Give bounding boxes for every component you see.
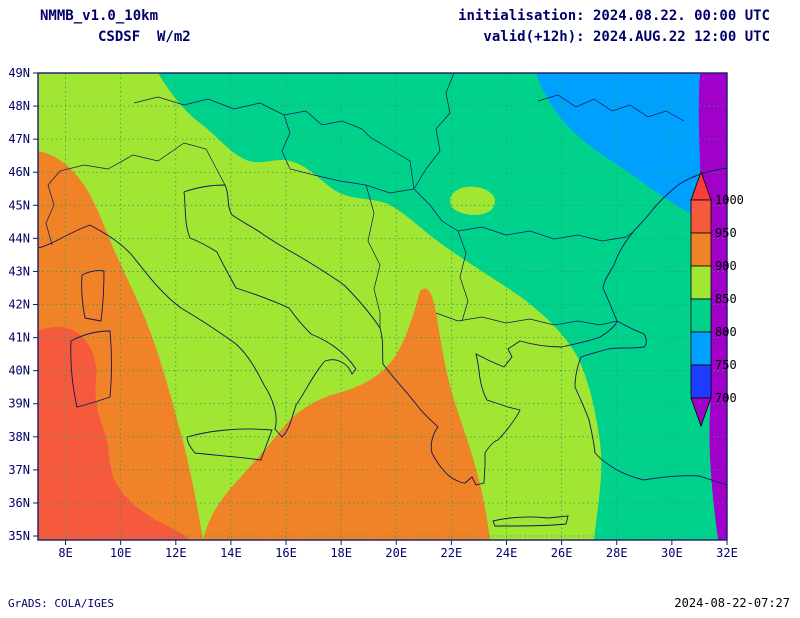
colorbar-label: 950 bbox=[715, 226, 737, 240]
lon-tick-label: 20E bbox=[385, 546, 407, 560]
lat-tick-label: 41N bbox=[8, 331, 30, 345]
lon-tick-label: 32E bbox=[716, 546, 738, 560]
field-region-northeast-green bbox=[158, 73, 727, 540]
lon-tick-label: 18E bbox=[330, 546, 352, 560]
lon-tick-label: 22E bbox=[441, 546, 463, 560]
colorbar-label: 850 bbox=[715, 292, 737, 306]
colorbar-label: 900 bbox=[715, 259, 737, 273]
grid-lines bbox=[38, 72, 728, 540]
plot-frame bbox=[37, 72, 728, 541]
lat-tick-label: 40N bbox=[8, 364, 30, 378]
lat-tick-label: 35N bbox=[8, 529, 30, 543]
field-region-south-orange bbox=[203, 288, 490, 540]
colorbar-arrow-bottom bbox=[690, 397, 712, 428]
colorbar: 1000 950 900 850 800 750 700 bbox=[690, 170, 744, 428]
field-region-topright-blue bbox=[536, 73, 727, 228]
colorbar-segment bbox=[690, 232, 712, 267]
model-title: NMMB_v1.0_10km bbox=[40, 8, 159, 24]
colorbar-segment bbox=[690, 199, 712, 234]
field-region-southwest-red bbox=[38, 326, 190, 540]
radiation-map: 8E 10E 12E 14E 16E 18E 20E 22E 24E 26E 28E 30E 32E 49… bbox=[8, 66, 744, 560]
lat-tick-label: 45N bbox=[8, 198, 30, 212]
lat-tick-label: 47N bbox=[8, 132, 30, 146]
lat-tick-label: 37N bbox=[8, 463, 30, 477]
lon-tick-label: 16E bbox=[275, 546, 297, 560]
lon-tick-label: 14E bbox=[220, 546, 242, 560]
colorbar-segment bbox=[690, 298, 712, 333]
field-region-pannonia-pocket bbox=[450, 186, 496, 215]
colorbar-segment bbox=[690, 265, 712, 300]
lat-tick-label: 49N bbox=[8, 66, 30, 80]
variable-label: CSDSF W/m2 bbox=[98, 29, 191, 45]
axis-labels: 8E 10E 12E 14E 16E 18E 20E 22E 24E 26E 28E 30E 32E 49… bbox=[8, 66, 738, 560]
valid-time-label: valid(+12h): 2024.AUG.22 12:00 UTC bbox=[483, 29, 770, 45]
lon-tick-label: 10E bbox=[110, 546, 132, 560]
lat-tick-label: 39N bbox=[8, 397, 30, 411]
creation-timestamp: 2024-08-22-07:27 bbox=[674, 596, 790, 610]
lat-tick-label: 38N bbox=[8, 430, 30, 444]
colorbar-label: 1000 bbox=[715, 193, 744, 207]
lat-tick-label: 36N bbox=[8, 496, 30, 510]
colorbar-label: 800 bbox=[715, 325, 737, 339]
lat-tick-label: 48N bbox=[8, 99, 30, 113]
lon-tick-label: 28E bbox=[606, 546, 628, 560]
lat-tick-label: 43N bbox=[8, 264, 30, 278]
lon-tick-label: 12E bbox=[165, 546, 187, 560]
lat-tick-label: 46N bbox=[8, 165, 30, 179]
lon-tick-label: 24E bbox=[496, 546, 518, 560]
init-time-label: initialisation: 2024.08.22. 00:00 UTC bbox=[458, 8, 770, 24]
lon-tick-label: 26E bbox=[551, 546, 573, 560]
country-borders bbox=[45, 72, 685, 328]
colorbar-segment bbox=[690, 364, 712, 399]
lat-tick-label: 44N bbox=[8, 231, 30, 245]
lat-tick-label: 42N bbox=[8, 298, 30, 312]
colorbar-label: 750 bbox=[715, 358, 737, 372]
grads-credit: GrADS: COLA/IGES bbox=[8, 597, 114, 610]
lon-tick-label: 8E bbox=[58, 546, 72, 560]
lon-tick-label: 30E bbox=[661, 546, 683, 560]
colorbar-label: 700 bbox=[715, 391, 737, 405]
colorbar-segment bbox=[690, 331, 712, 366]
